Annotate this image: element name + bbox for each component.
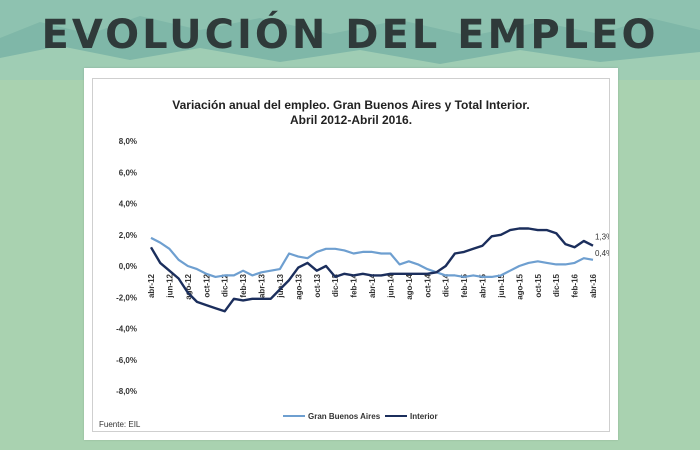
- end-label-interior: 1,3%: [595, 233, 609, 242]
- chart-source: Fuente: EIL: [99, 420, 141, 429]
- y-tick-label: -4,0%: [116, 325, 137, 334]
- y-tick-label: 6,0%: [119, 168, 137, 177]
- x-tick-label: oct-12: [202, 273, 211, 297]
- x-tick-label: jun-12: [165, 273, 174, 298]
- chart-card: Variación anual del empleo. Gran Buenos …: [84, 68, 618, 440]
- y-tick-label: 8,0%: [119, 137, 137, 146]
- x-tick-label: jun-15: [497, 273, 506, 298]
- x-tick-label: feb-14: [350, 273, 359, 297]
- y-tick-label: 2,0%: [119, 231, 137, 240]
- x-tick-label: feb-13: [239, 273, 248, 297]
- chart-subtitle: Abril 2012-Abril 2016.: [290, 113, 412, 127]
- series-line-gran-buenos-aires: [150, 236, 594, 278]
- x-tick-label: ago-12: [184, 273, 193, 299]
- x-tick-label: jun-13: [276, 273, 285, 298]
- x-tick-label: ago-15: [515, 273, 524, 299]
- x-tick-label: ago-14: [405, 273, 414, 299]
- y-tick-label: 0,0%: [119, 262, 137, 271]
- y-tick-label: -8,0%: [116, 387, 137, 396]
- y-tick-label: -2,0%: [116, 293, 137, 302]
- chart-title: Variación anual del empleo. Gran Buenos …: [172, 98, 529, 112]
- y-tick-label: 4,0%: [119, 200, 137, 209]
- x-tick-label: abr-15: [479, 273, 488, 298]
- line-chart: Variación anual del empleo. Gran Buenos …: [99, 98, 609, 429]
- x-tick-label: dic-14: [442, 273, 451, 297]
- chart-frame: Variación anual del empleo. Gran Buenos …: [92, 78, 610, 432]
- legend-label-gba: Gran Buenos Aires: [308, 412, 381, 421]
- x-tick-label: abr-12: [147, 273, 156, 298]
- x-tick-label: dic-13: [331, 273, 340, 297]
- x-tick-label: ago-13: [294, 273, 303, 299]
- end-label-gran-buenos-aires: 0,4%: [595, 249, 609, 258]
- page-headline: EVOLUCIÓN DEL EMPLEO: [41, 12, 659, 58]
- x-tick-label: abr-13: [258, 273, 267, 298]
- y-tick-label: -6,0%: [116, 356, 137, 365]
- legend-label-interior: Interior: [410, 412, 438, 421]
- x-tick-label: feb-16: [571, 273, 580, 297]
- series-line-interior: [149, 227, 594, 313]
- x-tick-label: jun-14: [386, 273, 395, 298]
- x-tick-label: abr-16: [589, 273, 598, 298]
- x-tick-label: oct-13: [313, 273, 322, 297]
- x-tick-label: oct-14: [423, 273, 432, 297]
- x-tick-label: feb-15: [460, 273, 469, 297]
- x-tick-label: dic-15: [552, 273, 561, 297]
- x-tick-label: dic-12: [221, 273, 230, 297]
- x-tick-label: abr-14: [368, 273, 377, 298]
- x-tick-label: oct-15: [534, 273, 543, 297]
